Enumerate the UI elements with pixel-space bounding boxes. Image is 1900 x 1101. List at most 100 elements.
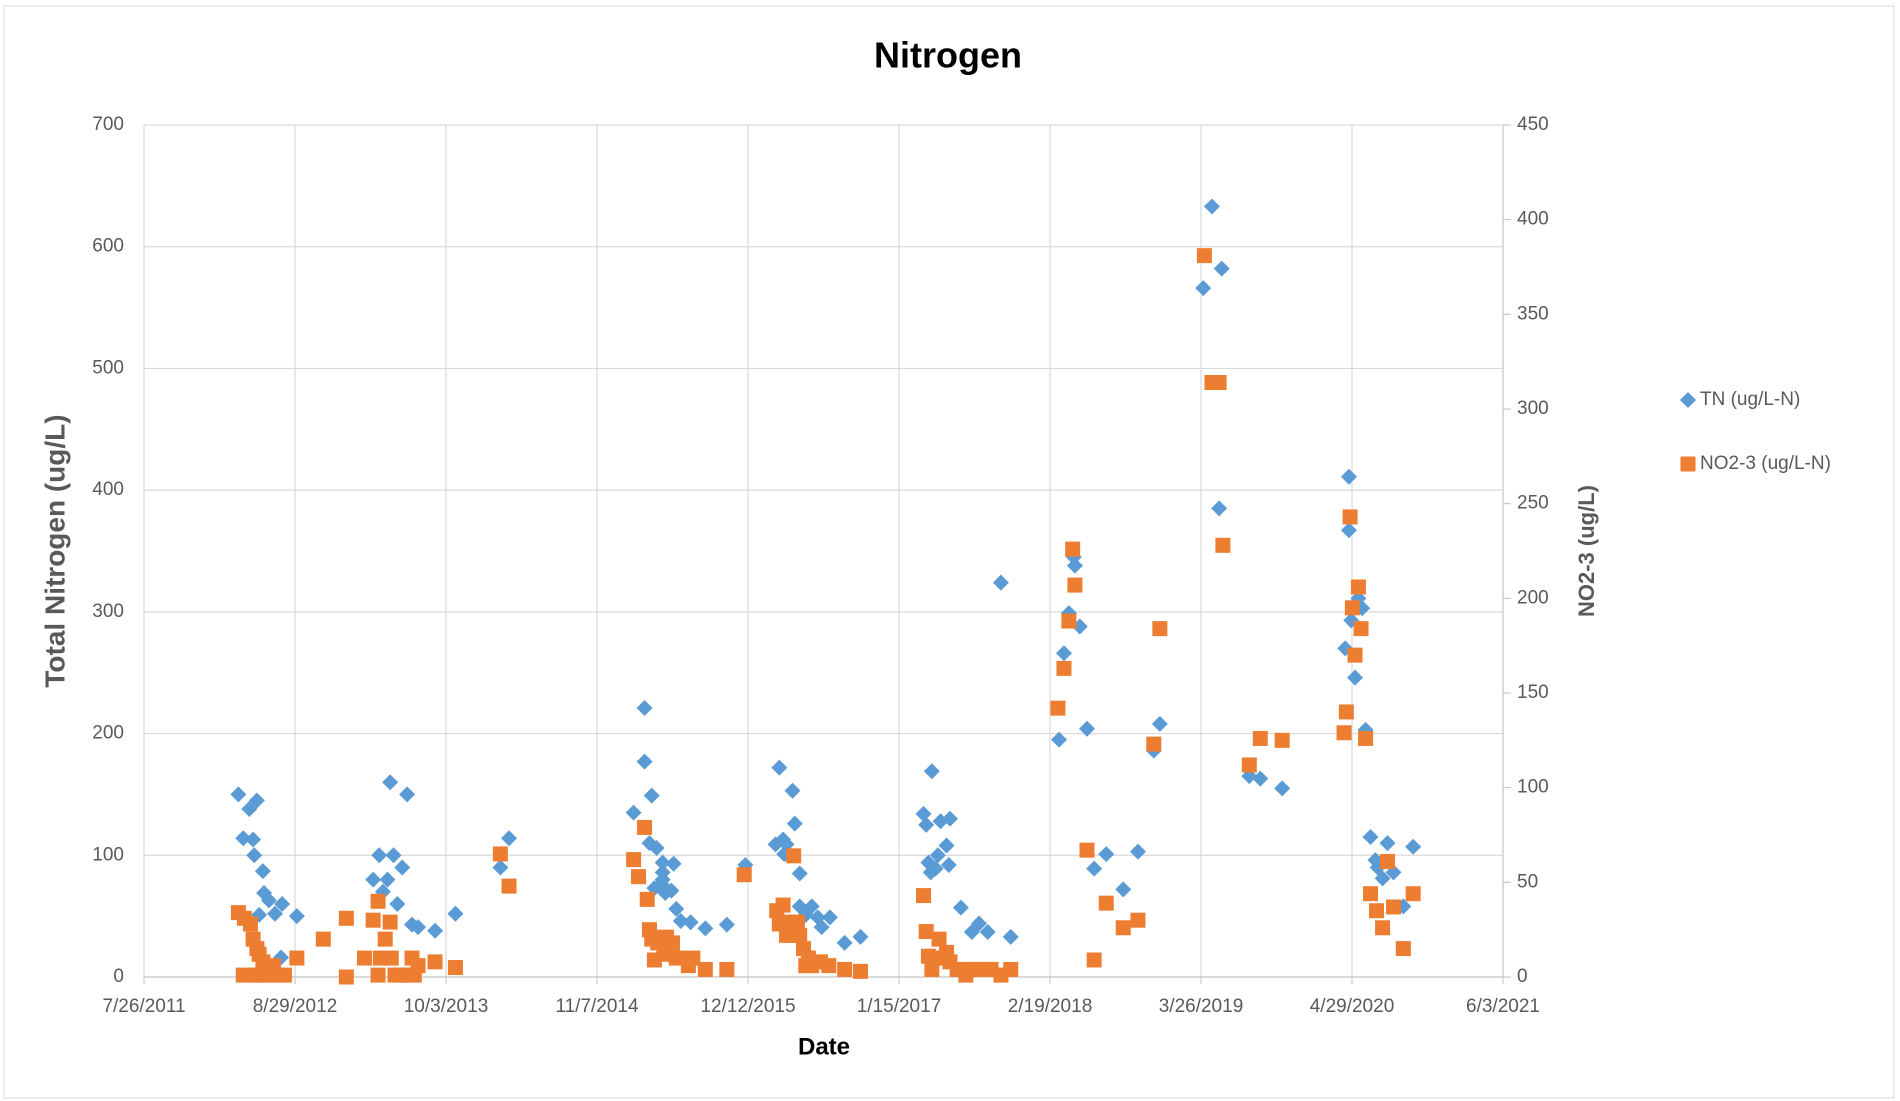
data-point bbox=[952, 899, 969, 916]
x-tick-label: 3/26/2019 bbox=[1159, 996, 1244, 1017]
data-point bbox=[1086, 860, 1103, 877]
data-point bbox=[1065, 541, 1081, 557]
data-point bbox=[940, 857, 957, 874]
data-point bbox=[235, 830, 252, 847]
data-point bbox=[242, 916, 258, 932]
data-point bbox=[447, 960, 463, 976]
data-point bbox=[941, 810, 958, 827]
data-point bbox=[668, 900, 685, 917]
data-point bbox=[792, 927, 808, 943]
y-tick-label: 300 bbox=[92, 601, 124, 622]
chart-border bbox=[3, 5, 1895, 1099]
data-point bbox=[260, 892, 277, 909]
data-point bbox=[1098, 895, 1114, 911]
data-point bbox=[266, 905, 283, 922]
data-point bbox=[1051, 731, 1068, 748]
data-point bbox=[637, 819, 653, 835]
data-point bbox=[338, 910, 354, 926]
data-point bbox=[1340, 468, 1357, 485]
data-point bbox=[251, 906, 268, 923]
data-point bbox=[1213, 260, 1230, 277]
data-point bbox=[924, 961, 940, 977]
data-point bbox=[813, 919, 830, 936]
data-point bbox=[736, 867, 752, 883]
data-point bbox=[394, 859, 411, 876]
y2-tick-label: 100 bbox=[1517, 777, 1549, 798]
data-point bbox=[918, 924, 934, 940]
data-point bbox=[1195, 280, 1212, 297]
data-point bbox=[771, 759, 788, 776]
data-point bbox=[992, 574, 1009, 591]
x-tick-label: 2/19/2018 bbox=[1008, 996, 1093, 1017]
data-point bbox=[427, 954, 443, 970]
data-point bbox=[1196, 248, 1212, 264]
data-point bbox=[786, 815, 803, 832]
data-point bbox=[1362, 886, 1378, 902]
y2-tick-label: 450 bbox=[1517, 114, 1549, 135]
legend-marker bbox=[1680, 392, 1696, 408]
data-point bbox=[775, 897, 791, 913]
y2-tick-label: 150 bbox=[1517, 682, 1549, 703]
data-point bbox=[1340, 522, 1357, 539]
data-point bbox=[1369, 903, 1385, 919]
data-point bbox=[1203, 198, 1220, 215]
data-point bbox=[254, 863, 271, 880]
data-point bbox=[1211, 500, 1228, 517]
data-point bbox=[1347, 669, 1364, 686]
legend-marker bbox=[1680, 456, 1696, 472]
data-point bbox=[1347, 647, 1363, 663]
y2-tick-label: 0 bbox=[1517, 966, 1528, 987]
data-point bbox=[927, 860, 944, 877]
y-tick-label: 400 bbox=[92, 479, 124, 500]
data-point bbox=[1003, 961, 1019, 977]
data-point bbox=[789, 914, 805, 930]
data-point bbox=[1274, 780, 1291, 797]
data-point bbox=[365, 912, 381, 928]
data-point bbox=[786, 848, 802, 864]
data-point bbox=[654, 854, 671, 871]
data-point bbox=[492, 859, 509, 876]
y-tick-label: 600 bbox=[92, 236, 124, 257]
y-axis-title: Total Nitrogen (ug/L) bbox=[39, 414, 70, 687]
data-point bbox=[377, 931, 393, 947]
data-point bbox=[245, 831, 262, 848]
data-point bbox=[1002, 928, 1019, 945]
data-point bbox=[718, 916, 735, 933]
data-point bbox=[821, 958, 837, 974]
data-point bbox=[784, 782, 801, 799]
data-point bbox=[1130, 912, 1146, 928]
y2-tick-label: 250 bbox=[1517, 493, 1549, 514]
data-point bbox=[682, 914, 699, 931]
data-point bbox=[1395, 941, 1411, 957]
data-point bbox=[931, 931, 947, 947]
x-tick-label: 11/7/2014 bbox=[555, 996, 639, 1017]
data-point bbox=[288, 908, 305, 925]
data-point bbox=[289, 950, 305, 966]
data-point bbox=[230, 786, 247, 803]
data-point bbox=[1098, 846, 1115, 863]
data-point bbox=[447, 905, 464, 922]
data-point bbox=[672, 913, 689, 930]
data-point bbox=[1241, 757, 1257, 773]
data-point bbox=[1211, 374, 1227, 390]
data-point bbox=[626, 852, 642, 868]
data-point bbox=[971, 915, 988, 932]
data-point bbox=[1379, 854, 1395, 870]
data-point bbox=[665, 935, 680, 951]
y-tick-label: 200 bbox=[92, 723, 124, 744]
data-point bbox=[370, 967, 386, 983]
data-point bbox=[1056, 660, 1072, 676]
x-tick-label: 12/12/2015 bbox=[700, 996, 795, 1017]
data-point bbox=[1086, 952, 1102, 968]
data-point bbox=[1342, 509, 1358, 525]
data-point bbox=[636, 700, 653, 717]
x-tick-label: 10/3/2013 bbox=[404, 996, 489, 1017]
data-point bbox=[501, 830, 518, 847]
data-point bbox=[643, 787, 660, 804]
data-point bbox=[356, 950, 372, 966]
legend-label: NO2-3 (ug/L-N) bbox=[1700, 453, 1831, 474]
data-point bbox=[1386, 899, 1402, 915]
data-point bbox=[246, 847, 263, 864]
y-tick-label: 100 bbox=[92, 844, 124, 865]
